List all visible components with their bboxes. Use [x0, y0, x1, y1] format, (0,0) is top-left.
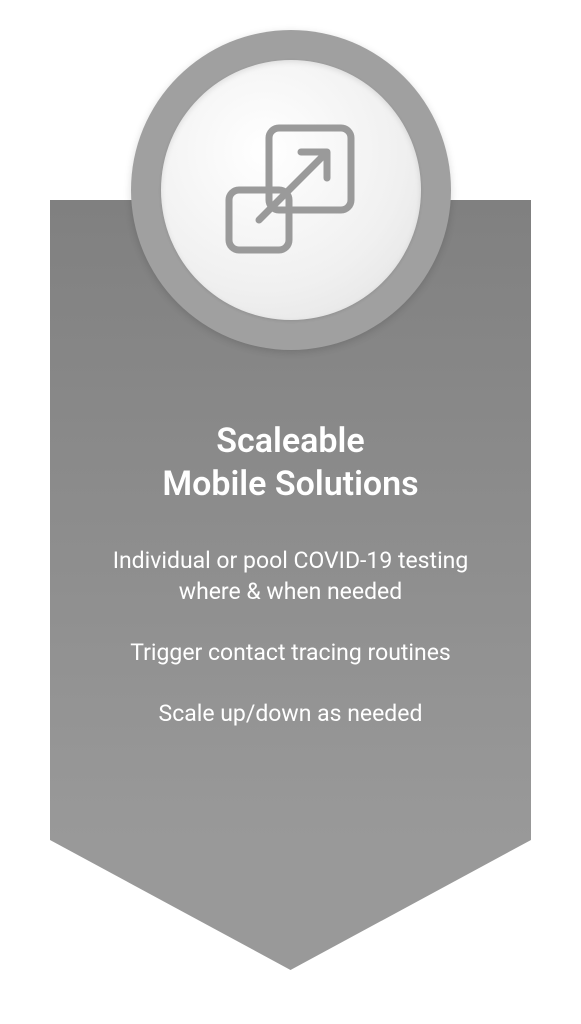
- bullet-item: Trigger contact tracing routines: [80, 637, 501, 668]
- icon-circle-outer: [131, 30, 451, 350]
- card-content: Scaleable Mobile Solutions Individual or…: [50, 420, 531, 759]
- bullet-item: Scale up/down as needed: [80, 698, 501, 729]
- scale-expand-icon: [211, 110, 371, 270]
- icon-circle-inner: [161, 60, 421, 320]
- title-line-2: Mobile Solutions: [162, 464, 418, 504]
- card-chevron: [50, 840, 531, 970]
- title-line-1: Scaleable: [216, 421, 364, 461]
- card-title: Scaleable Mobile Solutions: [80, 420, 501, 505]
- bullet-item: Individual or pool COVID-19 testing wher…: [80, 545, 501, 607]
